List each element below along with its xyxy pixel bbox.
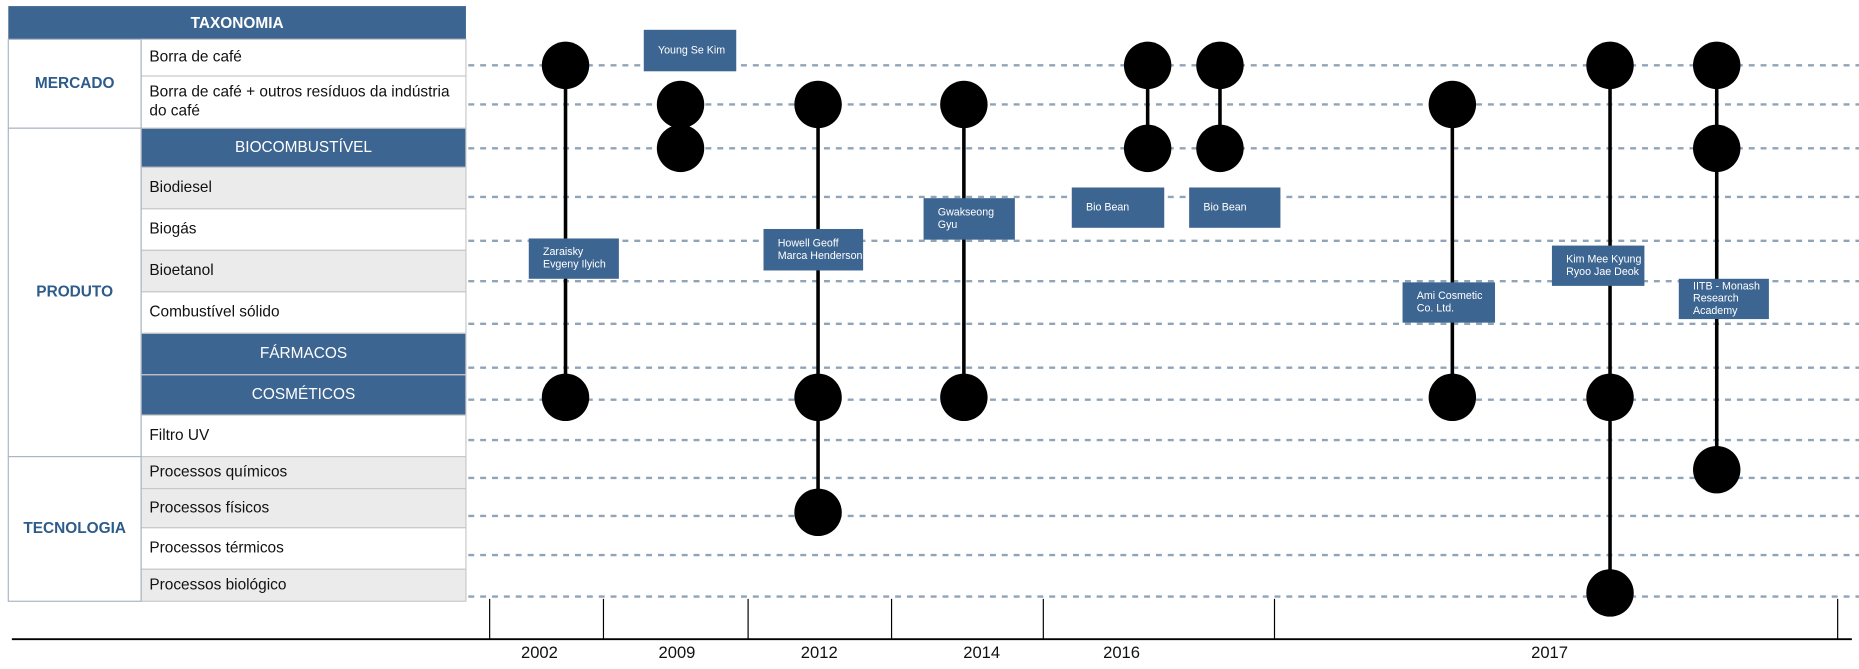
row-cell [140, 291, 467, 334]
row-cell [140, 38, 467, 77]
entry-label: Gwakseong [938, 206, 994, 218]
dot [794, 488, 842, 537]
entry-label: Marca Henderson [778, 250, 863, 262]
dot [656, 80, 705, 129]
year-label: 2014 [963, 643, 1000, 662]
dot [940, 373, 988, 422]
entry-label: Research [1693, 293, 1739, 305]
row-cell [140, 527, 467, 570]
group-label: PRODUTO [36, 283, 113, 300]
row-label: Biogás [149, 221, 196, 238]
group-cell [7, 38, 142, 129]
entry-label: Ami Cosmetic [1417, 290, 1483, 302]
dot [1428, 373, 1477, 422]
row-label: do café [149, 103, 200, 120]
entry-label: Bio Bean [1086, 201, 1129, 213]
row-label: Combustível sólido [149, 304, 279, 321]
dot [1693, 124, 1741, 173]
entry-label: Kim Mee Kyung [1566, 253, 1641, 265]
entry-box [1551, 245, 1645, 286]
row-label: Biodiesel [149, 179, 212, 196]
entry-label: Zaraisky [543, 246, 584, 258]
group-label: MERCADO [35, 75, 115, 92]
category-label: BIOCOMBUSTÍVEL [235, 139, 372, 156]
row-label: Processos térmicos [149, 540, 284, 557]
row-label: Bioetanol [149, 262, 213, 279]
row-label: Processos químicos [149, 464, 287, 481]
entry-label: Ryoo Jae Deok [1566, 266, 1640, 278]
row-label: Borra de café [149, 49, 242, 66]
entry-box [1678, 278, 1769, 320]
header-title: TAXONOMIA [191, 15, 284, 32]
group-cell [7, 456, 142, 602]
entry-label: IITB - Monash [1693, 280, 1760, 292]
entry-label: Evgeny Ilyich [543, 259, 606, 271]
year-label: 2016 [1103, 643, 1140, 662]
entry-label: Bio Bean [1203, 201, 1246, 213]
dot [541, 373, 590, 422]
dot [1693, 445, 1741, 494]
dot [1123, 41, 1172, 90]
entry-box [528, 238, 619, 279]
dot [656, 124, 705, 173]
dot [1428, 80, 1477, 129]
dot [794, 80, 842, 129]
row-cell [140, 568, 467, 602]
row-label: Processos físicos [149, 499, 269, 516]
entry-box [643, 29, 737, 72]
row-cell [140, 75, 467, 129]
row-cell [140, 488, 467, 529]
category-header [140, 127, 467, 168]
dot [1196, 41, 1244, 90]
entry-box [763, 228, 864, 271]
entry-box [1071, 187, 1165, 228]
dot [1586, 373, 1634, 422]
entry-box [923, 198, 1015, 240]
dot [1123, 124, 1172, 173]
dot [1586, 569, 1634, 617]
entry-label: Young Se Kim [658, 44, 725, 56]
entry-label: Academy [1693, 305, 1738, 317]
row-label: Filtro UV [149, 427, 210, 444]
dot [1693, 41, 1741, 90]
header-cell [8, 6, 466, 40]
year-label: 2002 [521, 643, 558, 662]
entry-box [1189, 187, 1281, 228]
group-label: TECNOLOGIA [23, 520, 126, 537]
category-label: FÁRMACOS [260, 345, 347, 362]
entry-label: Gyu [938, 219, 958, 231]
row-cell [140, 414, 467, 458]
year-label: 2017 [1531, 643, 1568, 662]
group-cell [7, 127, 142, 458]
row-label: Processos biológico [149, 576, 286, 593]
entry-label: Howell Geoff [778, 237, 839, 249]
dot [541, 41, 590, 90]
year-label: 2009 [659, 643, 696, 662]
row-label: Borra de café + outros resíduos da indús… [149, 84, 450, 101]
entry-box [1402, 282, 1496, 323]
dot [794, 373, 842, 422]
dot [1586, 41, 1634, 90]
category-label: COSMÉTICOS [252, 386, 356, 403]
dot [940, 80, 988, 129]
dot [1196, 124, 1244, 173]
year-label: 2012 [801, 643, 838, 662]
entry-label: Co. Ltd. [1417, 303, 1454, 315]
